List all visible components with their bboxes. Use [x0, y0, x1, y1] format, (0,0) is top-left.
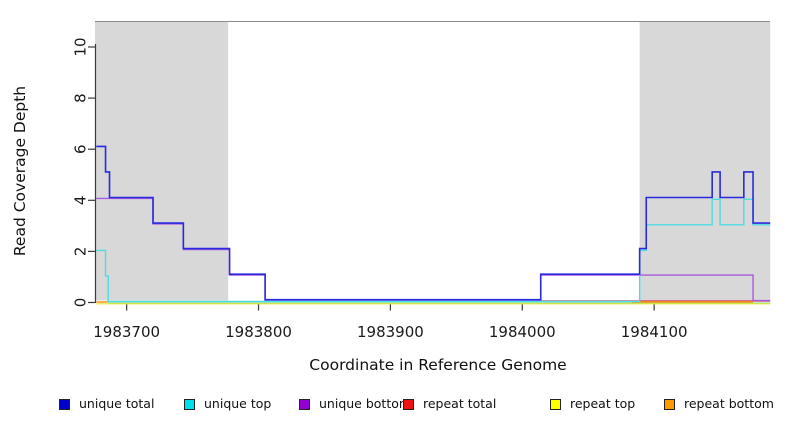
x-axis-title: Coordinate in Reference Genome	[309, 356, 567, 374]
repeat-region-left	[95, 22, 229, 301]
y-tick-label: 6	[72, 144, 90, 154]
series-lines	[96, 145, 771, 305]
series-unique-bottom-line	[96, 197, 771, 302]
y-tick-label: 10	[72, 37, 90, 56]
x-tick-label: 1983700	[93, 323, 160, 341]
y-tick-label: 8	[72, 93, 90, 103]
shaded-regions	[95, 22, 771, 301]
repeat-region-right	[639, 22, 771, 301]
x-tick-label: 1983800	[225, 323, 292, 341]
y-tick-label: 4	[72, 196, 90, 206]
series-unique-total-line	[96, 145, 771, 301]
x-tick-label: 1983900	[357, 323, 424, 341]
y-tick-label: 0	[72, 298, 90, 308]
y-tick-label: 2	[72, 247, 90, 257]
x-tick-label: 1984000	[489, 323, 556, 341]
y-axis-title: Read Coverage Depth	[11, 85, 29, 257]
series-unique-top-line	[96, 198, 771, 303]
axes	[88, 21, 770, 311]
tick-labels: 0 2 4 6 8 10 1983700 1983800 1983900 1984000 19841…	[72, 37, 688, 341]
x-tick-label: 1984100	[621, 323, 688, 341]
